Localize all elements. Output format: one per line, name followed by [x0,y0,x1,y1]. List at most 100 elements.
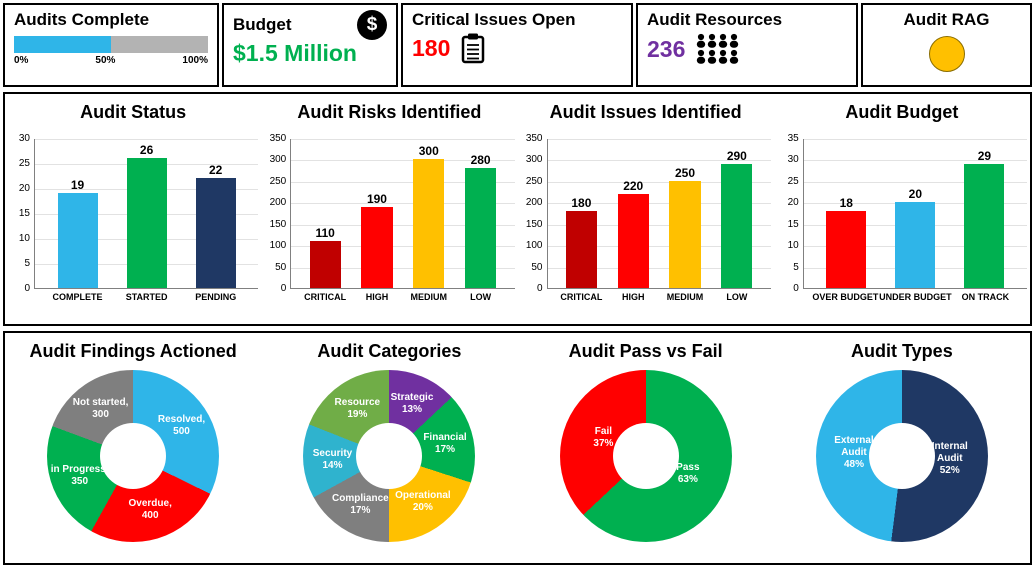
x-axis-labels: CRITICAL HIGH MEDIUM LOW [291,292,514,302]
bar-medium: 250 [669,166,701,288]
bar-high: 220 [617,179,649,288]
slice-label-strategic: Strategic 13% [390,391,434,415]
bar-medium: 300 [413,144,445,288]
bar-value-label: 290 [726,148,747,163]
x-axis-label: ON TRACK [961,292,1010,302]
audits-complete-label: Audits Complete [14,10,150,29]
chart-audit-budget: Audit Budget 0 5 10 15 20 25 30 35 18 20 29 OVER … [774,94,1030,324]
y-tick-label: 150 [269,218,287,230]
y-tick-label: 15 [18,208,30,219]
kpi-row: Audits Complete 0% 50% 100% Budget $ $1.… [3,3,1032,87]
y-tick-label: 150 [525,218,543,230]
x-axis-label: MEDIUM [666,292,704,302]
chart-title: Audit Findings Actioned [29,341,237,361]
bar-value-label: 26 [139,143,154,157]
x-axis-label: CRITICAL [304,292,347,302]
x-axis-label: HIGH [365,292,389,302]
x-axis-labels: CRITICAL HIGH MEDIUM LOW [548,292,771,302]
kpi-critical-issues: Critical Issues Open 180 [401,3,633,87]
gridline [35,139,259,140]
donut-ring: Internal Audit 52% External Audit 48% [815,370,988,542]
x-axis-label: HIGH [621,292,645,302]
y-tick-label: 350 [525,133,543,144]
slice-label-security: Security 14% [312,447,353,471]
slice-label-fail: Fail 37% [593,425,614,449]
slice-label-resource: Resource 19% [334,396,381,420]
chart-audit-findings-actioned: Audit Findings Actioned Resolved, 500 Ove… [5,333,261,563]
rag-indicator [928,36,965,72]
plot-area: 110 190 300 280 [290,139,515,289]
y-tick-label: 250 [525,175,543,187]
bar-value-label: 29 [977,148,992,163]
y-tick-label: 10 [787,240,799,252]
gridline [547,224,771,226]
chart-audit-categories: Audit Categories Strategic 13% Financial … [261,333,517,563]
chart-audit-status: Audit Status 0 5 10 15 20 25 30 19 26 22 COMPLET… [5,94,261,324]
slice-label-financial: Financial 17% [423,431,467,455]
x-axis-label: UNDER BUDGET [879,292,952,302]
y-tick-label: 50 [275,261,287,273]
bar-value-label: 19 [70,178,85,192]
slice-label-pass: Pass 63% [676,462,700,486]
audits-complete-progress [14,36,208,53]
gridline [803,139,1027,140]
donut-ring: Resolved, 500 Overdue, 400 in Progress, 35… [47,370,220,542]
gridline [547,139,771,140]
chart-audit-pass-vs-fail: Audit Pass vs Fail Pass 63% Fail 37% [518,333,774,563]
bar-critical: 110 [309,226,341,288]
bar-critical: 180 [565,196,597,288]
y-tick-label: 10 [18,233,30,244]
bar-pending: 22 [195,163,236,288]
bar-complete: 19 [57,178,98,288]
bar-value-label: 220 [623,178,644,193]
critical-issues-value: 180 [412,34,451,61]
donut-hole [356,423,423,489]
chart-title: Audit Status [80,102,187,122]
slice-label-not-started: Not started, 300 [72,397,129,421]
gridline [803,181,1027,183]
gridline [547,267,771,269]
slice-label-operational: Operational 20% [395,490,451,514]
bar-value-label: 18 [839,195,853,210]
bar-charts-section: Audit Status 0 5 10 15 20 25 30 19 26 22 COMPLET… [3,92,1032,326]
chart-title: Audit Budget [845,102,959,122]
gridline [547,160,771,162]
audit-rag-label: Audit RAG [903,10,990,29]
scale-50-label: 50% [95,55,116,66]
y-tick-label: 5 [24,258,30,269]
bar-high: 190 [361,192,393,288]
slice-label-resolved: Resolved, 500 [157,413,206,437]
bar-low: 280 [465,153,497,288]
bar-started: 26 [126,143,167,288]
gridline [291,246,515,248]
y-tick-label: 100 [525,240,543,252]
y-tick-label: 200 [525,197,543,209]
gridline [291,203,515,205]
slice-label-compliance: Compliance 17% [332,493,389,517]
x-axis-label: MEDIUM [410,292,448,302]
progress-scale: 0% 50% 100% [14,55,208,66]
donut-hole [612,423,679,489]
y-tick-label: 30 [787,154,799,166]
slice-label-overdue: Overdue, 400 [128,498,172,522]
kpi-audit-resources: Audit Resources 236 [636,3,858,87]
gridline [291,181,515,183]
donut-ring: Strategic 13% Financial 17% Operational 20… [303,370,476,542]
chart-title: Audit Categories [317,341,462,361]
gridline [291,224,515,226]
x-axis-label: LOW [470,292,492,302]
gridline [547,181,771,183]
scale-100-label: 100% [182,55,208,66]
chart-audit-issues: Audit Issues Identified 0 50 100 150 200 250 3… [518,94,774,324]
audit-resources-value: 236 [647,35,686,62]
y-tick-label: 50 [531,261,543,273]
x-axis-labels: OVER BUDGET UNDER BUDGET ON TRACK [804,292,1027,302]
gridline [291,160,515,162]
y-tick-label: 200 [269,197,287,209]
bar-value-label: 280 [470,153,491,167]
gridline [291,267,515,269]
plot-area: 19 26 22 [34,139,259,289]
y-tick-label: 250 [269,175,287,187]
critical-issues-label: Critical Issues Open [412,10,576,29]
